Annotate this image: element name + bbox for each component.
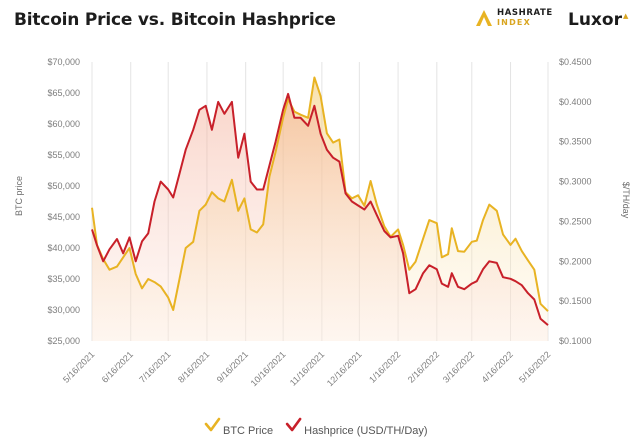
y-right-tick-label: $0.4500 <box>559 57 592 67</box>
hashprice-area <box>92 93 548 342</box>
hashprice-line <box>91 92 549 326</box>
y-right-tick-label: $0.3500 <box>559 137 592 147</box>
btc-price-legend-icon <box>204 417 221 432</box>
y-right-tick-label: $0.1000 <box>559 336 592 346</box>
x-tick-label: 2/16/2022 <box>406 349 441 384</box>
y-left-tick-label: $50,000 <box>47 181 80 191</box>
y-axis-left-title: BTC price <box>14 176 24 216</box>
y-left-tick-label: $45,000 <box>47 212 80 222</box>
x-tick-label: 7/16/2021 <box>137 349 172 384</box>
luxor-logo-text: Luxor <box>568 10 622 30</box>
y-left-tick-label: $70,000 <box>47 57 80 67</box>
luxor-logo: Luxor▲ <box>568 10 628 30</box>
y-left-tick-label: $55,000 <box>47 150 80 160</box>
legend: BTC Price Hashprice (USD/TH/Day) <box>204 417 428 437</box>
luxor-logo-mark: ▲ <box>622 12 629 21</box>
x-tick-label: 4/16/2022 <box>480 349 515 384</box>
y-left-tick-label: $60,000 <box>47 119 80 129</box>
x-tick-label: 11/16/2021 <box>288 349 326 387</box>
btc-price-line <box>91 76 549 312</box>
y-axis-right: $0.1000 $0.1500 $0.2000 $0.2500 $0.3000 $0.35… <box>559 57 592 346</box>
btc-price-legend-label: BTC Price <box>223 425 273 437</box>
hashrate-index-logo: HASHRATE INDEX <box>474 8 553 28</box>
y-left-tick-label: $65,000 <box>47 88 80 98</box>
x-tick-label: 9/16/2021 <box>215 349 250 384</box>
x-tick-label: 8/16/2021 <box>176 349 211 384</box>
y-left-tick-label: $30,000 <box>47 305 80 315</box>
hashrate-logo-icon <box>476 10 492 26</box>
y-right-tick-label: $0.3000 <box>559 177 592 187</box>
chart-title: Bitcoin Price vs. Bitcoin Hashprice <box>14 10 336 30</box>
y-axis-left: $25,000 $30,000 $35,000 $40,000 $45,000 $50,0… <box>47 57 80 346</box>
x-tick-label: 10/16/2021 <box>249 349 288 388</box>
x-tick-label: 3/16/2022 <box>441 349 476 384</box>
y-left-tick-label: $35,000 <box>47 274 80 284</box>
y-axis-right-title: $/TH/day <box>621 182 631 219</box>
y-left-tick-label: $40,000 <box>47 243 80 253</box>
hashprice-legend-icon <box>285 417 302 432</box>
y-right-tick-label: $0.4000 <box>559 97 592 107</box>
hashrate-logo-line2: INDEX <box>497 18 531 27</box>
x-tick-label: 5/16/2021 <box>61 349 96 384</box>
x-tick-label: 5/16/2022 <box>517 349 552 384</box>
y-right-tick-label: $0.2000 <box>559 256 592 266</box>
x-tick-label: 12/16/2021 <box>325 349 364 388</box>
x-tick-label: 1/16/2022 <box>367 349 402 384</box>
series-areas <box>92 77 548 342</box>
series-lines <box>91 76 549 326</box>
x-axis: 5/16/2021 6/16/2021 7/16/2021 8/16/2021 9/16… <box>61 349 552 388</box>
x-tick-label: 6/16/2021 <box>100 349 135 384</box>
y-right-tick-label: $0.1500 <box>559 296 592 306</box>
hashrate-logo-line1: HASHRATE <box>497 8 553 18</box>
y-right-tick-label: $0.2500 <box>559 216 592 226</box>
y-left-tick-label: $25,000 <box>47 336 80 346</box>
hashprice-legend-label: Hashprice (USD/TH/Day) <box>304 425 427 437</box>
